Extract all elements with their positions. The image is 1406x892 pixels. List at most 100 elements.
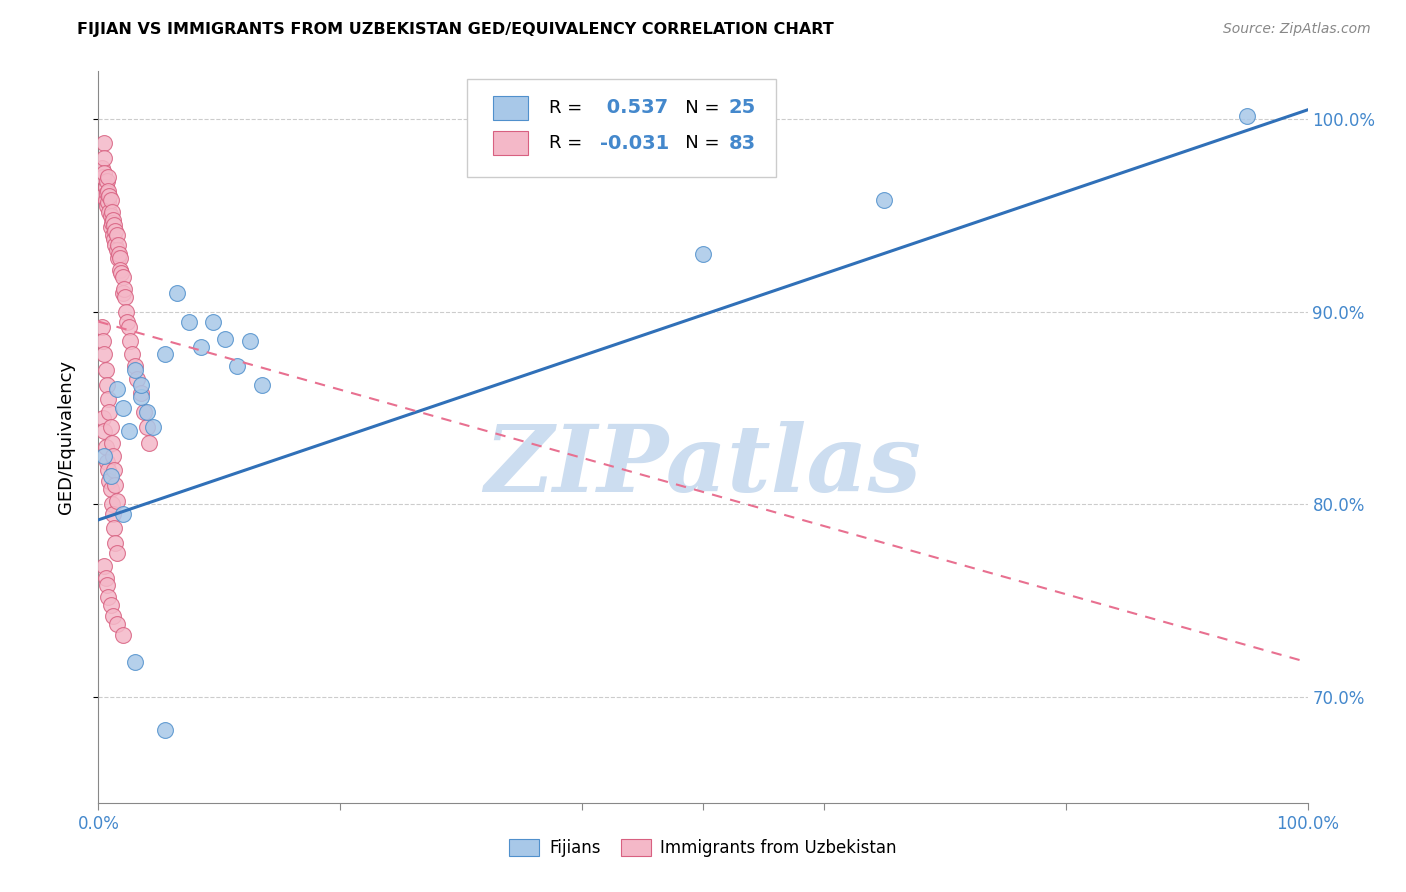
Point bbox=[97, 170, 120, 185]
Point bbox=[94, 194, 117, 208]
Point bbox=[105, 616, 128, 631]
Point bbox=[100, 216, 122, 230]
Y-axis label: GED/Equivalency: GED/Equivalency bbox=[56, 360, 75, 514]
Point bbox=[108, 262, 131, 277]
Point bbox=[93, 425, 115, 439]
Text: N =: N = bbox=[668, 134, 725, 152]
Point bbox=[103, 219, 125, 233]
Point bbox=[124, 655, 146, 669]
Point bbox=[100, 194, 122, 208]
Point bbox=[101, 450, 124, 464]
FancyBboxPatch shape bbox=[492, 131, 527, 154]
Point bbox=[100, 435, 122, 450]
Point bbox=[111, 285, 134, 300]
Point bbox=[226, 359, 249, 373]
Point bbox=[118, 334, 141, 348]
Point bbox=[105, 227, 128, 242]
Text: Source: ZipAtlas.com: Source: ZipAtlas.com bbox=[1223, 22, 1371, 37]
Point bbox=[98, 189, 121, 203]
Point bbox=[97, 463, 120, 477]
Point bbox=[94, 571, 117, 585]
Point bbox=[96, 199, 118, 213]
Point bbox=[97, 195, 120, 210]
Point bbox=[124, 359, 146, 373]
Point bbox=[96, 186, 118, 200]
Point bbox=[105, 545, 128, 559]
FancyBboxPatch shape bbox=[467, 78, 776, 178]
Point bbox=[100, 598, 122, 612]
Point bbox=[100, 220, 122, 235]
Point bbox=[117, 315, 139, 329]
Point bbox=[97, 184, 120, 198]
Text: 0.537: 0.537 bbox=[600, 98, 668, 118]
Point bbox=[214, 332, 236, 346]
Point bbox=[91, 170, 114, 185]
Point bbox=[93, 559, 115, 574]
Point bbox=[96, 455, 118, 469]
Point bbox=[93, 347, 115, 361]
Point bbox=[93, 166, 115, 180]
Point bbox=[108, 251, 131, 265]
Point bbox=[101, 212, 124, 227]
Point bbox=[93, 136, 115, 150]
Point bbox=[94, 440, 117, 454]
Point bbox=[98, 205, 121, 219]
Point bbox=[153, 723, 176, 737]
Point bbox=[91, 320, 114, 334]
Point bbox=[110, 267, 132, 281]
Point bbox=[101, 609, 124, 624]
Point bbox=[100, 468, 122, 483]
Point bbox=[111, 628, 134, 642]
Point bbox=[166, 285, 188, 300]
Point bbox=[91, 189, 114, 203]
Point bbox=[100, 498, 122, 512]
Point bbox=[98, 405, 121, 419]
Point bbox=[111, 507, 134, 521]
Point bbox=[239, 334, 262, 348]
Point bbox=[111, 401, 134, 416]
Point bbox=[134, 405, 156, 419]
Text: ZIPatlas: ZIPatlas bbox=[485, 421, 921, 511]
Point bbox=[97, 590, 120, 604]
Point bbox=[135, 405, 157, 419]
Point bbox=[105, 493, 128, 508]
Point bbox=[129, 390, 152, 404]
Point bbox=[107, 251, 129, 265]
Point bbox=[142, 420, 165, 434]
Point bbox=[103, 232, 125, 246]
Point bbox=[107, 237, 129, 252]
Point bbox=[105, 244, 128, 258]
Point bbox=[100, 209, 122, 223]
Point bbox=[93, 151, 115, 165]
Point bbox=[100, 482, 122, 496]
Point bbox=[153, 347, 176, 361]
Point bbox=[101, 507, 124, 521]
Legend: Fijians, Immigrants from Uzbekistan: Fijians, Immigrants from Uzbekistan bbox=[502, 832, 904, 864]
Point bbox=[98, 475, 121, 489]
Point bbox=[104, 224, 127, 238]
Point bbox=[138, 435, 160, 450]
Point bbox=[124, 362, 146, 376]
Text: R =: R = bbox=[550, 99, 589, 117]
Point bbox=[94, 362, 117, 376]
Point bbox=[91, 334, 114, 348]
Point bbox=[112, 282, 135, 296]
Point bbox=[96, 578, 118, 592]
Point bbox=[121, 347, 143, 361]
Text: 25: 25 bbox=[728, 98, 755, 118]
Point bbox=[692, 247, 714, 261]
Point bbox=[100, 420, 122, 434]
Text: FIJIAN VS IMMIGRANTS FROM UZBEKISTAN GED/EQUIVALENCY CORRELATION CHART: FIJIAN VS IMMIGRANTS FROM UZBEKISTAN GED… bbox=[77, 22, 834, 37]
Point bbox=[118, 320, 141, 334]
Point bbox=[118, 425, 141, 439]
Point bbox=[111, 270, 134, 285]
Point bbox=[94, 179, 117, 194]
Point bbox=[135, 420, 157, 434]
Text: R =: R = bbox=[550, 134, 589, 152]
Point bbox=[114, 289, 136, 303]
Point bbox=[104, 237, 127, 252]
FancyBboxPatch shape bbox=[492, 96, 527, 120]
Point bbox=[103, 463, 125, 477]
Text: -0.031: -0.031 bbox=[600, 134, 669, 153]
Point bbox=[250, 378, 273, 392]
